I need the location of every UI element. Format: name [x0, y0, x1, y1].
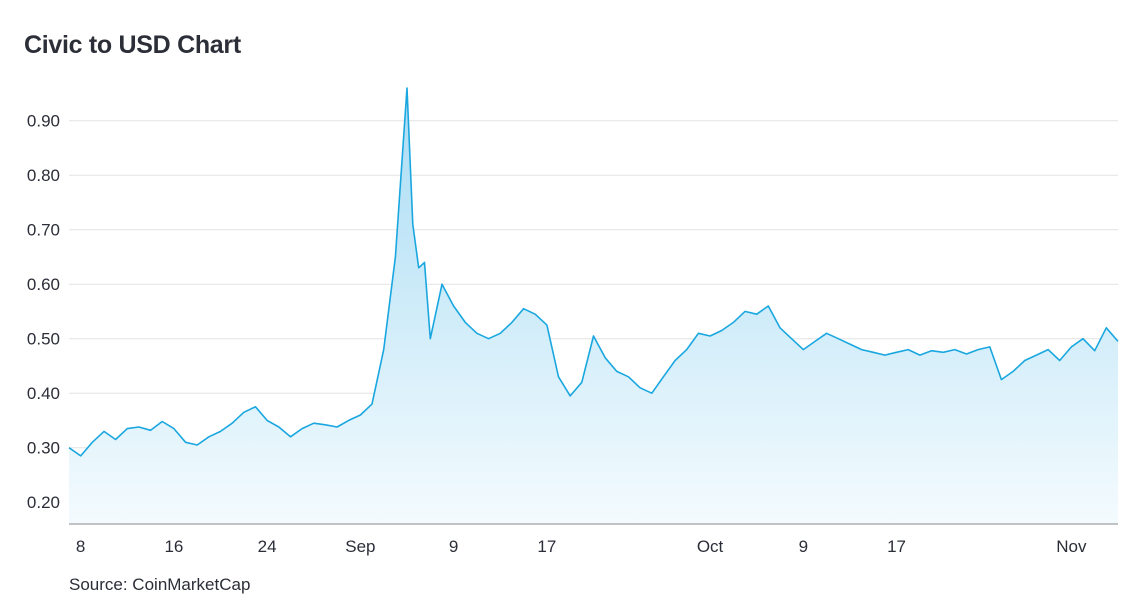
x-tick-label: 24	[258, 537, 277, 556]
source-note: Source: CoinMarketCap	[69, 575, 251, 594]
y-tick-label: 0.30	[27, 439, 60, 458]
y-tick-label: 0.90	[27, 112, 60, 131]
x-tick-label: Nov	[1056, 537, 1087, 556]
y-axis-labels: 0.90 0.80 0.70 0.60 0.50 0.40 0.30 0.20	[27, 112, 60, 513]
x-tick-label: 16	[164, 537, 183, 556]
y-tick-label: 0.60	[27, 275, 60, 294]
x-tick-label: Sep	[345, 537, 375, 556]
x-tick-label: 17	[537, 537, 556, 556]
price-area	[69, 88, 1118, 524]
price-line	[68, 87, 1119, 457]
x-tick-label: 17	[887, 537, 906, 556]
x-tick-label: 9	[449, 537, 458, 556]
y-tick-label: 0.50	[27, 330, 60, 349]
y-tick-label: 0.80	[27, 166, 60, 185]
x-axis-labels: 8 16 24 Sep 9 17 Oct 9 17 Nov	[76, 537, 1087, 556]
x-tick-label: Oct	[697, 537, 724, 556]
y-tick-label: 0.40	[27, 384, 60, 403]
x-tick-label: 8	[76, 537, 85, 556]
y-tick-label: 0.70	[27, 221, 60, 240]
x-tick-label: 9	[799, 537, 808, 556]
y-tick-label: 0.20	[27, 493, 60, 512]
chart-title: Civic to USD Chart	[24, 31, 241, 59]
